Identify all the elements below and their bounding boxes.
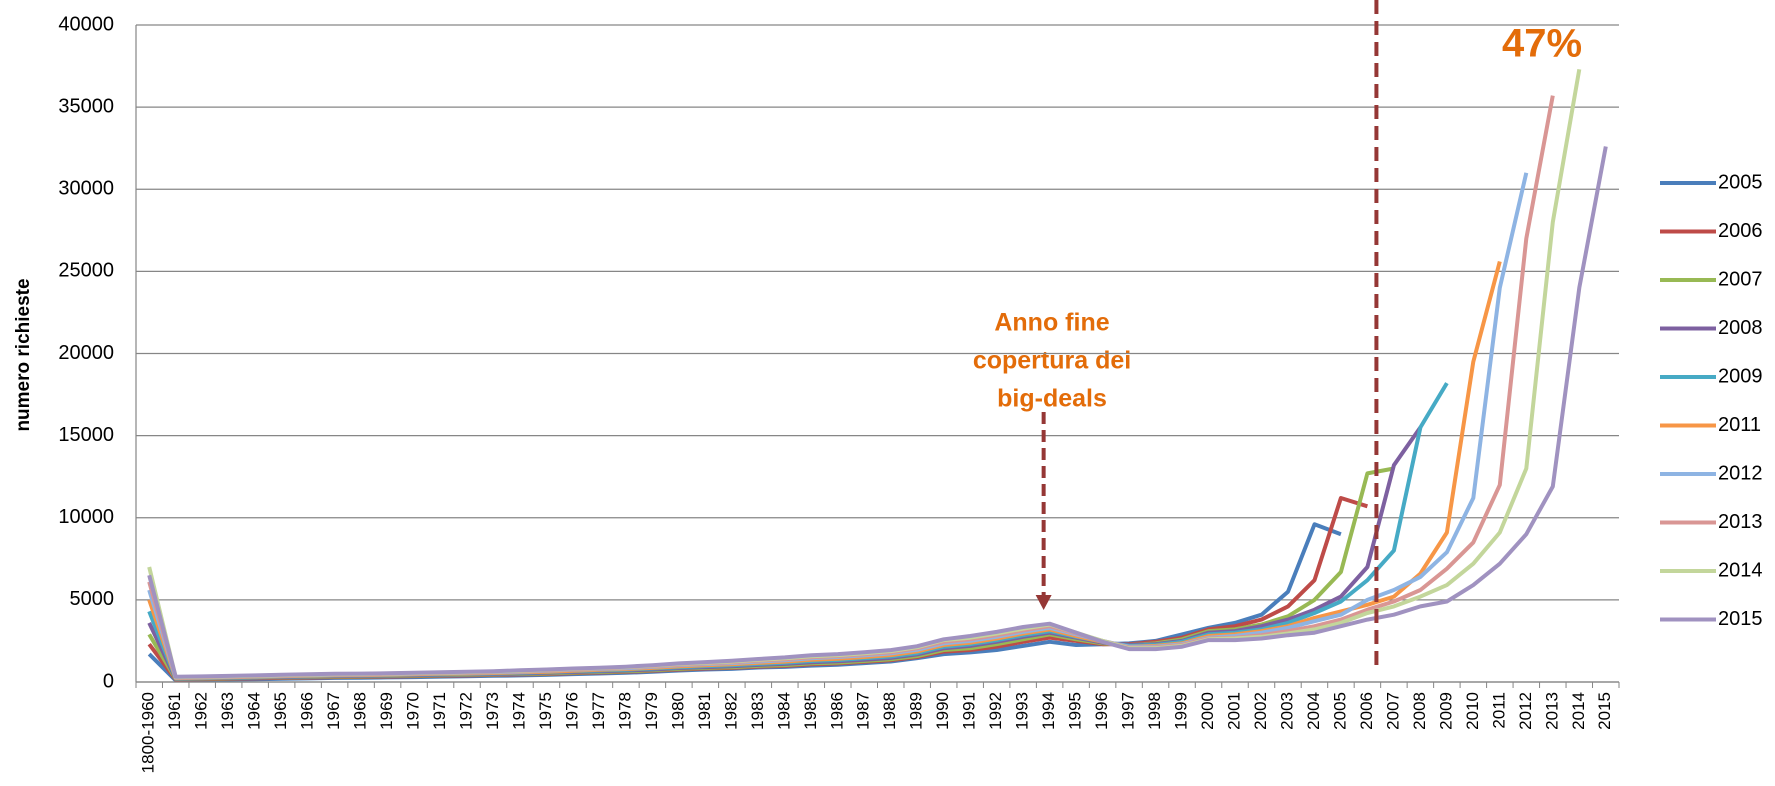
x-tick-label: 1976 xyxy=(562,692,581,730)
x-tick-label: 2012 xyxy=(1516,692,1535,730)
y-tick-label: 40000 xyxy=(58,13,114,35)
legend-label: 2006 xyxy=(1718,220,1763,242)
x-tick-label: 1982 xyxy=(721,692,740,730)
legend-label: 2013 xyxy=(1718,511,1763,533)
series-line xyxy=(147,146,1608,679)
legend-label: 2014 xyxy=(1718,559,1763,581)
x-tick-label: 2011 xyxy=(1489,692,1508,729)
x-tick-label: 2002 xyxy=(1251,692,1270,730)
legend-label: 2012 xyxy=(1718,462,1763,484)
x-tick-label: 1987 xyxy=(854,692,873,730)
x-tick-label: 1985 xyxy=(801,692,820,730)
legend-label: 2008 xyxy=(1718,317,1763,339)
x-tick-label: 1997 xyxy=(1119,692,1138,730)
x-tick-label: 2009 xyxy=(1436,692,1455,730)
y-tick-label: 0 xyxy=(103,670,114,692)
x-tick-label: 1978 xyxy=(615,692,634,730)
x-tick-label: 1993 xyxy=(1013,692,1032,730)
x-tick-label: 1968 xyxy=(351,692,370,730)
x-tick-label: 2010 xyxy=(1463,692,1482,730)
legend-label: 2005 xyxy=(1718,171,1763,193)
x-tick-label: 1964 xyxy=(245,692,264,730)
y-tick-label: 30000 xyxy=(58,178,114,200)
x-tick-label: 2014 xyxy=(1569,692,1588,730)
x-tick-label: 1966 xyxy=(298,692,317,730)
x-tick-label: 2005 xyxy=(1330,692,1349,730)
x-tick-label: 2004 xyxy=(1304,692,1323,730)
x-tick-label: 1990 xyxy=(933,692,952,730)
x-tick-label: 1965 xyxy=(271,692,290,730)
x-tick-label: 1979 xyxy=(642,692,661,730)
x-tick-label: 1988 xyxy=(880,692,899,730)
x-tick-label: 2007 xyxy=(1383,692,1402,730)
legend-label: 2007 xyxy=(1718,268,1763,290)
x-tick-label: 1996 xyxy=(1092,692,1111,730)
x-tick-label: 1973 xyxy=(483,692,502,730)
x-tick-label: 2003 xyxy=(1277,692,1296,730)
x-tick-label: 1977 xyxy=(589,692,608,730)
x-tick-label: 1969 xyxy=(377,692,396,730)
series-line xyxy=(147,522,1342,683)
series-line xyxy=(147,68,1582,680)
x-tick-label: 1994 xyxy=(1039,692,1058,730)
annotation-percent: 47% xyxy=(1502,22,1582,66)
x-tick-label: 2006 xyxy=(1357,692,1376,730)
y-tick-label: 10000 xyxy=(58,506,114,528)
annotation-text: copertura dei xyxy=(973,347,1131,375)
x-tick-label: 1989 xyxy=(907,692,926,730)
arrow-head xyxy=(1035,595,1052,610)
annotation-text: Anno fine xyxy=(994,309,1109,337)
x-tick-label: 1800-1960 xyxy=(139,692,158,773)
x-tick-label: 1991 xyxy=(960,692,979,730)
x-tick-label: 2008 xyxy=(1410,692,1429,730)
x-tick-label: 1961 xyxy=(165,692,184,730)
y-tick-label: 20000 xyxy=(58,342,114,364)
legend-label: 2015 xyxy=(1718,608,1763,630)
series-line xyxy=(147,95,1555,680)
y-axis-label: numero richieste xyxy=(13,278,34,431)
x-tick-label: 1984 xyxy=(774,692,793,730)
x-tick-label: 2013 xyxy=(1542,692,1561,730)
x-tick-label: 1974 xyxy=(509,692,528,730)
annotation-text: big-deals xyxy=(997,385,1107,413)
series-line xyxy=(147,466,1395,681)
y-tick-label: 15000 xyxy=(58,424,114,446)
x-tick-label: 2015 xyxy=(1595,692,1614,730)
y-tick-label: 35000 xyxy=(58,95,114,117)
y-tick-label: 5000 xyxy=(70,588,115,610)
x-tick-label: 1983 xyxy=(748,692,767,730)
x-tick-label: 1980 xyxy=(668,692,687,730)
x-tick-label: 1986 xyxy=(827,692,846,730)
x-tick-label: 1981 xyxy=(695,692,714,730)
x-tick-label: 1998 xyxy=(1145,692,1164,730)
x-tick-label: 1967 xyxy=(324,692,343,730)
x-tick-label: 1963 xyxy=(218,692,237,730)
x-tick-label: 2000 xyxy=(1198,692,1217,730)
x-tick-label: 1962 xyxy=(192,692,211,730)
series-line xyxy=(147,496,1368,682)
legend-label: 2011 xyxy=(1718,414,1761,436)
x-tick-label: 1975 xyxy=(536,692,555,730)
legend-label: 2009 xyxy=(1718,365,1763,387)
x-tick-label: 1970 xyxy=(404,692,423,730)
x-tick-label: 1999 xyxy=(1172,692,1191,730)
series-line xyxy=(147,172,1529,680)
x-tick-label: 1972 xyxy=(457,692,476,730)
x-tick-label: 1995 xyxy=(1066,692,1085,730)
x-tick-label: 1971 xyxy=(430,692,449,730)
x-tick-label: 1992 xyxy=(986,692,1005,730)
x-tick-label: 2001 xyxy=(1224,692,1243,730)
y-tick-label: 25000 xyxy=(58,260,114,282)
